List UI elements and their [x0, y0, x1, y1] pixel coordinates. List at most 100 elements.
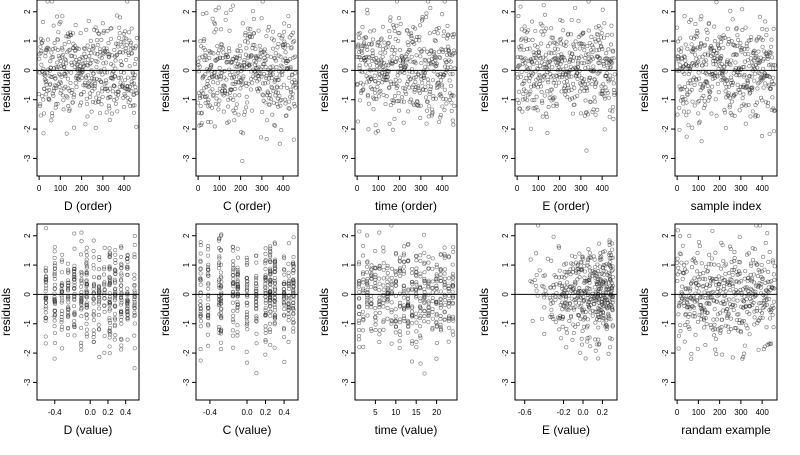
data-point: [286, 307, 291, 312]
data-point: [553, 274, 559, 280]
data-point: [261, 93, 266, 98]
data-point: [439, 82, 444, 87]
data-point: [591, 295, 596, 300]
data-point: [594, 309, 599, 315]
y-axis-label: residuals: [317, 64, 331, 112]
data-point: [542, 74, 547, 79]
data-point: [562, 304, 567, 309]
data-point: [552, 95, 557, 100]
data-point: [209, 63, 214, 68]
data-point: [289, 45, 294, 50]
data-point: [119, 261, 124, 266]
data-point: [47, 87, 52, 92]
x-tick-label: 400: [435, 184, 449, 193]
data-point: [66, 270, 71, 275]
data-point: [725, 324, 731, 329]
data-point: [426, 260, 431, 265]
data-point: [79, 230, 84, 235]
data-point: [397, 339, 402, 344]
data-point: [248, 77, 254, 82]
data-point: [356, 284, 361, 289]
data-point: [119, 297, 124, 302]
data-point: [365, 305, 370, 310]
data-point: [77, 59, 82, 64]
data-point: [714, 317, 719, 322]
data-point: [280, 34, 285, 39]
x-tick-label: 0: [355, 184, 360, 193]
data-point: [548, 91, 553, 97]
data-point: [521, 47, 526, 52]
data-point: [198, 314, 203, 320]
data-point: [709, 111, 714, 116]
data-point: [686, 81, 691, 86]
data-point: [599, 44, 604, 49]
data-point: [726, 37, 731, 42]
data-point: [695, 251, 700, 256]
data-point: [238, 49, 243, 54]
data-point: [414, 329, 419, 334]
data-point: [218, 77, 223, 82]
data-point: [734, 26, 739, 31]
y-tick-label: 2: [501, 9, 510, 14]
data-point: [728, 288, 733, 293]
data-point: [381, 327, 386, 332]
data-point: [385, 299, 390, 304]
data-point: [285, 43, 290, 48]
data-point: [740, 7, 745, 12]
data-point: [430, 307, 435, 312]
data-point: [406, 320, 411, 325]
data-point: [752, 78, 757, 83]
data-point: [268, 279, 273, 284]
data-point: [373, 248, 378, 254]
data-point: [60, 252, 65, 257]
data-point: [219, 306, 224, 311]
data-point: [762, 267, 767, 272]
data-point: [254, 273, 259, 278]
data-point: [52, 356, 57, 361]
data-point: [706, 98, 711, 103]
data-point: [214, 27, 219, 32]
data-point: [684, 134, 689, 139]
data-point: [418, 103, 423, 108]
data-point: [222, 90, 228, 96]
data-point: [373, 265, 378, 271]
data-point: [263, 311, 268, 316]
data-point: [101, 30, 106, 35]
data-point: [425, 99, 430, 104]
data-point: [608, 277, 613, 282]
data-point: [534, 273, 539, 278]
data-point: [365, 276, 370, 282]
data-point: [84, 302, 89, 308]
y-tick-label: 0: [182, 68, 191, 73]
data-point: [204, 11, 209, 16]
data-point: [426, 278, 431, 283]
data-point: [738, 67, 743, 72]
data-point: [770, 312, 775, 317]
data-point: [592, 37, 598, 42]
data-point: [702, 52, 707, 57]
data-point: [592, 285, 597, 290]
data-point: [430, 60, 435, 65]
data-point: [395, 73, 400, 78]
data-point: [202, 86, 207, 91]
data-point: [412, 89, 417, 94]
data-point: [84, 321, 89, 326]
data-point: [722, 64, 727, 69]
data-point: [123, 93, 128, 98]
data-point: [396, 38, 401, 44]
data-point: [52, 324, 57, 329]
data-point: [246, 81, 251, 86]
data-point: [446, 314, 452, 319]
data-point: [281, 82, 286, 87]
data-point: [701, 271, 706, 276]
data-point: [566, 88, 571, 93]
data-point: [272, 345, 277, 350]
data-point: [389, 266, 395, 271]
data-point: [687, 288, 692, 293]
data-point: [685, 302, 691, 307]
data-point: [585, 302, 590, 307]
data-point: [361, 82, 366, 87]
data-point: [593, 289, 598, 294]
data-point: [372, 73, 377, 78]
